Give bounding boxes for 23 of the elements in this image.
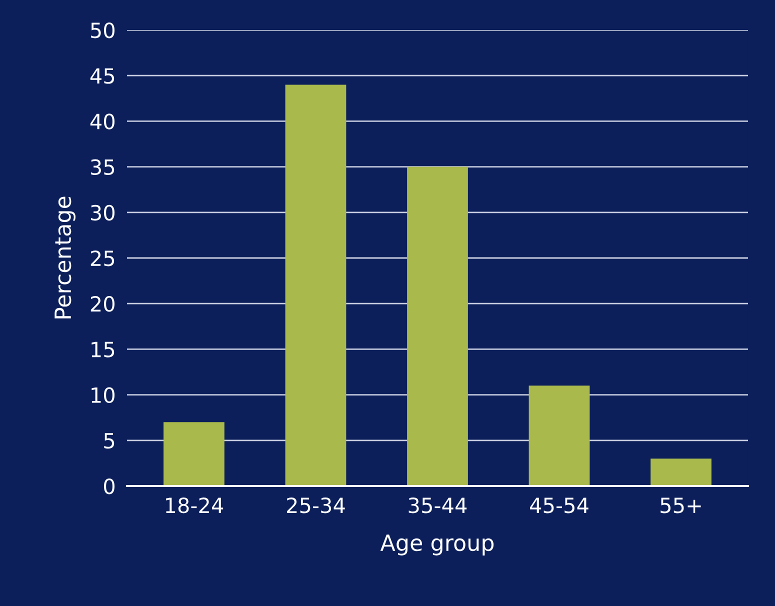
y-tick-label: 50 <box>90 22 115 38</box>
y-tick-label: 0 <box>104 478 115 494</box>
x-axis-title: Age group <box>380 534 494 556</box>
x-tick-label: 55+ <box>660 498 701 514</box>
y-tick-label: 35 <box>90 159 114 176</box>
y-tick-label: 40 <box>90 114 115 130</box>
y-tick-label: 25 <box>90 250 114 266</box>
y-tick-label: 30 <box>90 204 115 221</box>
y-tick-label: 20 <box>90 296 115 312</box>
x-tick-label: 45-54 <box>530 498 588 514</box>
bar <box>528 386 590 486</box>
y-tick-label: 10 <box>92 387 115 404</box>
bar <box>650 458 712 486</box>
bar <box>164 422 224 486</box>
y-tick-label: 5 <box>104 433 114 449</box>
y-tick-label: 15 <box>92 342 114 358</box>
x-tick-label: 25-34 <box>286 497 345 514</box>
y-tick-label: 45 <box>90 68 114 84</box>
bar <box>407 166 468 486</box>
x-tick-label: 35-44 <box>408 497 467 514</box>
x-tick-label: 18-24 <box>166 497 224 514</box>
bar <box>285 84 346 486</box>
y-axis-title: Percentage <box>54 196 76 318</box>
